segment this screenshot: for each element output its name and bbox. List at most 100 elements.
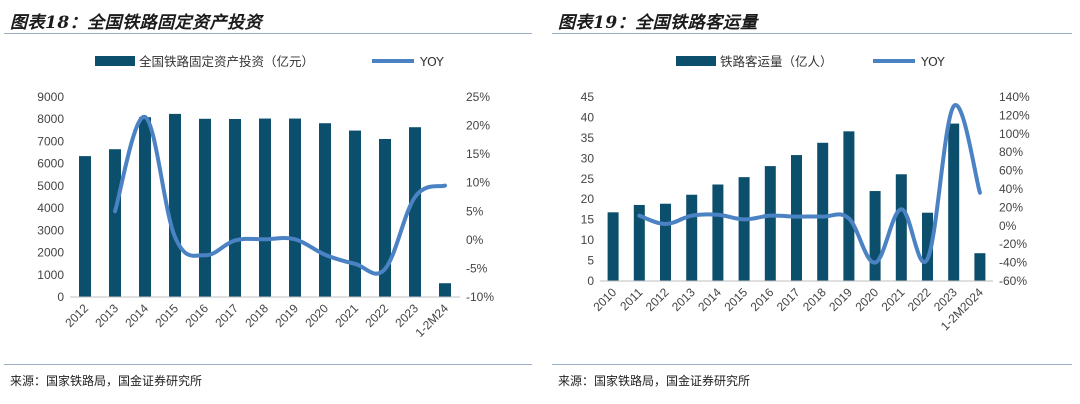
y-right-tick-label: -10% bbox=[466, 290, 494, 304]
bar-2018 bbox=[259, 118, 271, 297]
x-tick-label: 2022 bbox=[905, 285, 934, 314]
bar-2023 bbox=[409, 127, 421, 297]
passenger-chart: 铁路客运量（亿人） YOY 0 5 10 15 20 25 30 35 40 45 -60% -40% -2… bbox=[581, 54, 1030, 333]
y-right-tick-label: 40% bbox=[999, 182, 1023, 196]
legend-bar-label: 铁路客运量（亿人） bbox=[720, 54, 833, 69]
y-left-tick-label: 7000 bbox=[37, 134, 64, 148]
y-left-tick-label: 45 bbox=[581, 90, 595, 104]
bar-2012 bbox=[79, 156, 91, 297]
x-tick-label: 2022 bbox=[362, 301, 391, 330]
y-right-tick-label: 0% bbox=[466, 233, 484, 247]
bar-2011 bbox=[633, 204, 645, 281]
bar-2020 bbox=[869, 191, 881, 281]
yoy-line bbox=[113, 114, 447, 276]
x-tick-label: 2015 bbox=[721, 285, 750, 314]
y-left-tick-label: 9000 bbox=[37, 90, 64, 104]
bar-2021 bbox=[349, 130, 361, 297]
y-left-tick-label: 0 bbox=[57, 290, 64, 304]
x-tick-label: 2017 bbox=[774, 285, 803, 314]
bar-2021 bbox=[895, 174, 907, 281]
investment-chart: 全国铁路固定资产投资（亿元） YOY 0 1000 2000 3000 4000 5000 60… bbox=[37, 54, 494, 340]
x-tick-label: 2011 bbox=[617, 285, 645, 313]
x-tick-label: 2016 bbox=[748, 285, 777, 314]
y-left-tick-label: 20 bbox=[581, 192, 595, 206]
x-tick-label: 2014 bbox=[122, 301, 151, 330]
source-divider bbox=[4, 364, 532, 365]
bar-2016 bbox=[199, 118, 211, 298]
x-tick-label: 2014 bbox=[695, 285, 724, 314]
y-right-tick-label: 15% bbox=[466, 147, 490, 161]
y-left-tick-label: 30 bbox=[581, 151, 595, 165]
y-left-tick-label: 2000 bbox=[37, 246, 64, 260]
yoy-line bbox=[637, 103, 982, 265]
chart-title: 图表19：全国铁路客运量 bbox=[558, 13, 758, 33]
x-tick-label: 2016 bbox=[182, 301, 211, 330]
x-tick-label: 2021 bbox=[879, 285, 908, 314]
bar-2015 bbox=[169, 113, 181, 297]
bar-2013 bbox=[109, 149, 121, 297]
bar-2014 bbox=[712, 184, 724, 281]
legend-bar-swatch bbox=[95, 56, 135, 66]
title-divider bbox=[552, 33, 1072, 34]
bar-2020 bbox=[319, 123, 331, 297]
bar-2022 bbox=[922, 212, 933, 281]
bar-2014 bbox=[139, 117, 151, 297]
y-right-tick-label: -5% bbox=[466, 261, 488, 275]
x-tick-label: 2020 bbox=[302, 301, 331, 330]
bar-2017 bbox=[229, 119, 241, 297]
x-tick-label: 2021 bbox=[332, 301, 361, 330]
y-right-tick-label: -40% bbox=[999, 256, 1027, 270]
y-right-tick-label: 5% bbox=[466, 204, 484, 218]
bar-2015 bbox=[738, 177, 750, 281]
bar-1-2M2024 bbox=[974, 253, 986, 281]
y-right-tick-label: 80% bbox=[999, 145, 1023, 159]
legend-bar-label: 全国铁路固定资产投资（亿元） bbox=[139, 54, 314, 69]
x-tick-label: 2019 bbox=[272, 301, 301, 330]
chart-title: 图表18：全国铁路固定资产投资 bbox=[10, 13, 263, 33]
bar-2019 bbox=[289, 118, 301, 297]
y-left-tick-label: 5 bbox=[587, 254, 594, 268]
bar-2022 bbox=[379, 139, 391, 297]
y-right-tick-label: 100% bbox=[999, 127, 1030, 141]
legend-line-label: YOY bbox=[920, 54, 945, 69]
bar-2016 bbox=[764, 166, 776, 281]
x-tick-label: 2013 bbox=[92, 301, 121, 330]
source-divider bbox=[552, 364, 1072, 365]
y-left-tick-label: 40 bbox=[581, 110, 595, 124]
x-tick-label: 2013 bbox=[669, 285, 698, 314]
x-tick-label: 1-2M24 bbox=[412, 301, 451, 340]
y-left-tick-label: 1000 bbox=[37, 268, 64, 282]
chart-panel-passenger: 图表19：全国铁路客运量 铁路客运量（亿人） YOY 0 5 10 15 20 25 30 35 4… bbox=[548, 0, 1080, 404]
y-left-tick-label: 15 bbox=[581, 213, 595, 227]
bar-1-2M24 bbox=[439, 283, 451, 297]
chart-panel-investment: 图表18：全国铁路固定资产投资 全国铁路固定资产投资（亿元） YOY 0 1000 20… bbox=[4, 13, 532, 388]
source-note: 来源：国家铁路局，国金证券研究所 bbox=[558, 374, 751, 388]
title-divider bbox=[4, 33, 532, 34]
x-tick-label: 2018 bbox=[242, 301, 271, 330]
y-left-tick-label: 0 bbox=[587, 274, 594, 288]
bar-2019 bbox=[843, 131, 855, 281]
y-right-tick-label: -20% bbox=[999, 237, 1027, 251]
y-left-tick-label: 5000 bbox=[37, 179, 64, 193]
bar-2013 bbox=[686, 194, 698, 281]
y-right-tick-label: 140% bbox=[999, 90, 1030, 104]
y-left-tick-label: 25 bbox=[581, 172, 595, 186]
x-tick-label: 2020 bbox=[852, 285, 881, 314]
x-tick-label: 2018 bbox=[800, 285, 829, 314]
y-right-tick-label: 20% bbox=[466, 119, 490, 133]
y-right-tick-label: 0% bbox=[999, 219, 1017, 233]
x-tick-label: 2012 bbox=[643, 285, 672, 314]
x-tick-label: 2017 bbox=[212, 301, 241, 330]
y-left-tick-label: 4000 bbox=[37, 201, 64, 215]
x-tick-label: 2012 bbox=[62, 301, 91, 330]
source-note: 来源：国家铁路局，国金证券研究所 bbox=[10, 374, 203, 388]
bar-2023 bbox=[948, 123, 960, 281]
y-right-tick-label: 10% bbox=[466, 176, 490, 190]
y-left-tick-label: 35 bbox=[581, 131, 595, 145]
y-left-tick-label: 6000 bbox=[37, 157, 64, 171]
bar-2012 bbox=[660, 203, 671, 281]
y-right-tick-label: 60% bbox=[999, 164, 1023, 178]
y-right-tick-label: 120% bbox=[999, 108, 1030, 122]
y-left-tick-label: 3000 bbox=[37, 223, 64, 237]
x-tick-label: 2015 bbox=[152, 301, 181, 330]
